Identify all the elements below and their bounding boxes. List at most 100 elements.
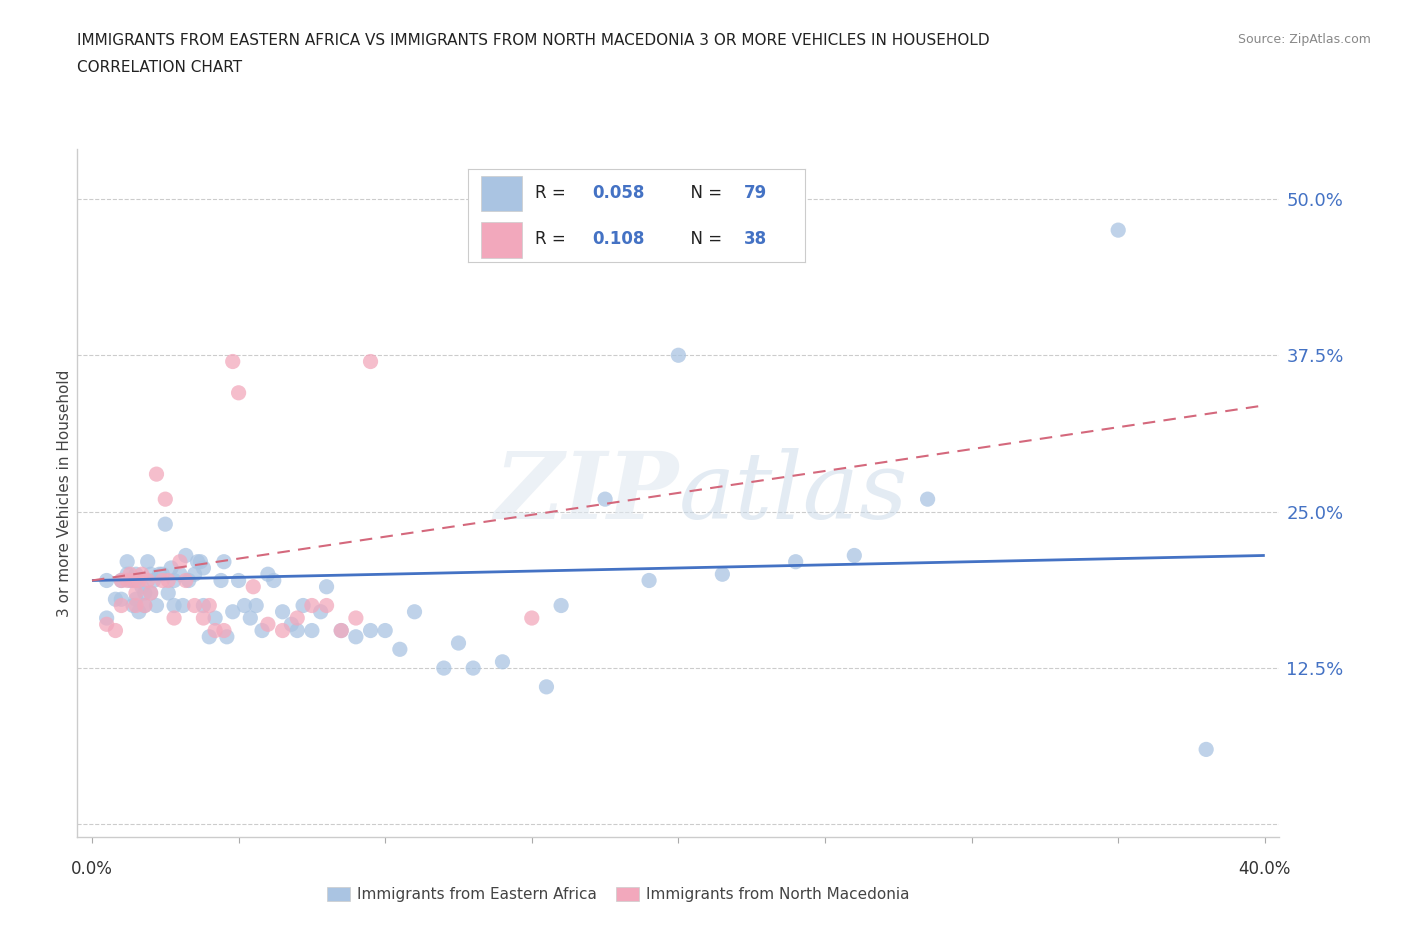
Point	[204, 623, 226, 638]
Text: CORRELATION CHART: CORRELATION CHART	[77, 60, 242, 75]
Point	[711, 566, 734, 581]
Point	[257, 617, 280, 631]
Point	[404, 604, 426, 619]
Point	[155, 517, 177, 532]
Point	[96, 617, 118, 631]
Point	[122, 598, 145, 613]
Point	[115, 566, 138, 581]
Point	[183, 566, 205, 581]
Point	[917, 492, 939, 507]
Point	[128, 573, 150, 588]
Point	[139, 586, 162, 601]
Point	[190, 554, 212, 569]
Point	[250, 623, 273, 638]
Point	[593, 492, 616, 507]
Point	[174, 573, 197, 588]
Point	[157, 573, 180, 588]
Point	[122, 573, 145, 588]
Point	[169, 566, 191, 581]
Point	[344, 630, 367, 644]
Point	[668, 348, 690, 363]
Point	[125, 591, 148, 606]
Point	[128, 604, 150, 619]
Point	[104, 591, 127, 606]
Point	[360, 354, 382, 369]
Legend: Immigrants from Eastern Africa, Immigrants from North Macedonia: Immigrants from Eastern Africa, Immigran…	[321, 882, 915, 909]
Point	[155, 492, 177, 507]
Point	[139, 566, 162, 581]
Point	[110, 598, 132, 613]
Text: IMMIGRANTS FROM EASTERN AFRICA VS IMMIGRANTS FROM NORTH MACEDONIA 3 OR MORE VEHI: IMMIGRANTS FROM EASTERN AFRICA VS IMMIGR…	[77, 33, 990, 47]
Point	[110, 573, 132, 588]
Point	[285, 611, 308, 626]
Y-axis label: 3 or more Vehicles in Household: 3 or more Vehicles in Household	[56, 369, 72, 617]
Point	[160, 561, 183, 576]
Point	[150, 573, 173, 588]
Point	[134, 598, 156, 613]
Point	[212, 554, 235, 569]
Point	[145, 598, 167, 613]
Point	[263, 573, 285, 588]
Point	[134, 586, 156, 601]
Point	[193, 561, 215, 576]
Point	[491, 655, 513, 670]
Point	[315, 598, 337, 613]
Point	[1195, 742, 1218, 757]
Point	[150, 566, 173, 581]
Text: atlas: atlas	[679, 448, 908, 538]
Point	[463, 660, 485, 675]
Point	[110, 573, 132, 588]
Point	[228, 573, 250, 588]
Point	[125, 586, 148, 601]
Point	[163, 598, 186, 613]
Point	[433, 660, 456, 675]
Point	[157, 586, 180, 601]
Point	[242, 579, 264, 594]
Point	[222, 354, 245, 369]
Point	[187, 554, 209, 569]
Point	[125, 598, 148, 613]
Point	[315, 579, 337, 594]
Point	[844, 548, 866, 563]
Point	[131, 566, 153, 581]
Point	[134, 598, 156, 613]
Point	[550, 598, 572, 613]
Point	[1107, 222, 1129, 237]
Point	[136, 554, 159, 569]
Point	[785, 554, 807, 569]
Point	[193, 611, 215, 626]
Point	[115, 554, 138, 569]
Point	[125, 566, 148, 581]
Point	[193, 598, 215, 613]
Point	[271, 604, 294, 619]
Point	[388, 642, 411, 657]
Point	[215, 630, 238, 644]
Point	[131, 579, 153, 594]
Point	[222, 604, 245, 619]
Point	[301, 598, 323, 613]
Point	[174, 548, 197, 563]
Point	[142, 573, 165, 588]
Point	[520, 611, 543, 626]
Point	[198, 630, 221, 644]
Point	[212, 623, 235, 638]
Point	[148, 566, 170, 581]
Point	[204, 611, 226, 626]
Point	[209, 573, 232, 588]
Point	[183, 598, 205, 613]
Point	[169, 554, 191, 569]
Point	[344, 611, 367, 626]
Point	[271, 623, 294, 638]
Point	[330, 623, 353, 638]
Point	[120, 566, 142, 581]
Point	[292, 598, 315, 613]
Point	[257, 566, 280, 581]
Point	[228, 385, 250, 400]
Point	[110, 591, 132, 606]
Point	[360, 623, 382, 638]
Point	[96, 573, 118, 588]
Point	[139, 586, 162, 601]
Point	[120, 573, 142, 588]
Text: 40.0%: 40.0%	[1239, 859, 1291, 878]
Point	[96, 611, 118, 626]
